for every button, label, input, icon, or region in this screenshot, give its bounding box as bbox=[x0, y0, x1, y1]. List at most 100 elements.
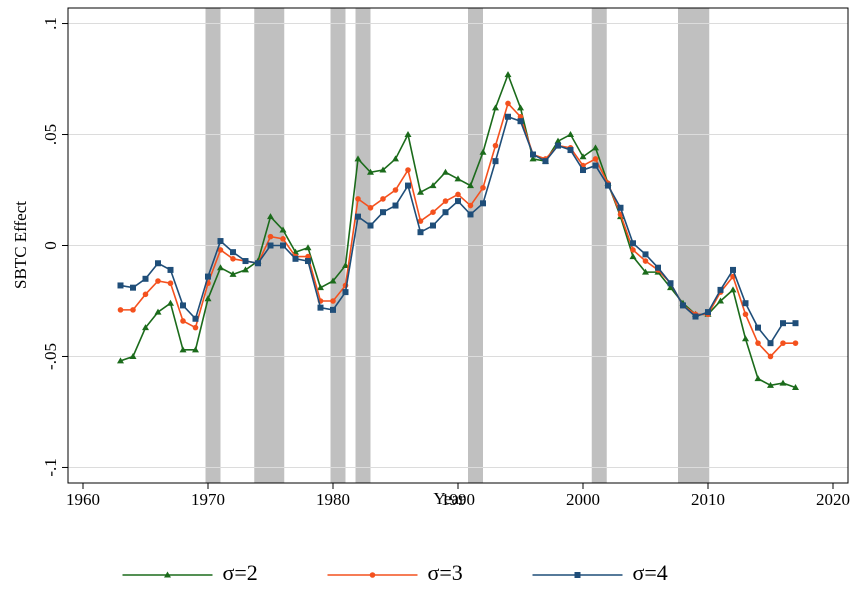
marker bbox=[229, 270, 237, 277]
marker bbox=[292, 255, 299, 262]
marker bbox=[167, 266, 174, 273]
marker bbox=[342, 289, 349, 296]
marker bbox=[642, 251, 649, 258]
marker bbox=[779, 379, 787, 386]
marker bbox=[405, 167, 411, 173]
marker bbox=[192, 324, 199, 331]
marker bbox=[792, 320, 799, 327]
marker bbox=[730, 266, 736, 273]
marker bbox=[304, 244, 312, 251]
marker bbox=[792, 384, 799, 391]
legend: σ=2 σ=3 σ=4 bbox=[122, 560, 668, 585]
x-tick-label: 2000 bbox=[566, 490, 600, 509]
marker bbox=[392, 155, 399, 162]
marker bbox=[130, 307, 136, 313]
y-tick-label: .05 bbox=[41, 124, 60, 145]
marker bbox=[592, 144, 599, 151]
marker bbox=[205, 273, 211, 280]
marker bbox=[467, 211, 474, 218]
marker bbox=[117, 357, 124, 364]
marker bbox=[379, 166, 387, 173]
marker bbox=[405, 182, 411, 189]
marker bbox=[255, 260, 261, 267]
marker bbox=[467, 202, 474, 209]
marker bbox=[267, 213, 274, 220]
marker bbox=[369, 572, 376, 578]
y-tick-label: -.1 bbox=[41, 458, 60, 476]
marker bbox=[630, 247, 636, 253]
marker bbox=[442, 198, 449, 204]
marker bbox=[755, 340, 761, 346]
x-tick-label: 1960 bbox=[66, 490, 100, 509]
x-tick-label: 2010 bbox=[691, 490, 725, 509]
marker bbox=[155, 278, 161, 284]
y-tick-label: 0 bbox=[41, 241, 60, 250]
marker bbox=[504, 71, 512, 78]
marker bbox=[192, 315, 199, 322]
marker bbox=[467, 182, 474, 189]
marker bbox=[605, 182, 611, 189]
marker bbox=[642, 258, 649, 264]
marker bbox=[280, 236, 286, 242]
legend-label: σ=4 bbox=[633, 560, 668, 585]
marker bbox=[729, 286, 737, 293]
marker bbox=[755, 324, 761, 331]
marker bbox=[380, 209, 386, 216]
legend-label: σ=2 bbox=[223, 560, 258, 585]
marker bbox=[667, 284, 674, 291]
marker bbox=[667, 280, 674, 287]
marker bbox=[142, 291, 149, 298]
marker bbox=[217, 238, 224, 245]
marker bbox=[330, 306, 336, 313]
marker bbox=[792, 340, 799, 346]
marker bbox=[754, 375, 762, 382]
marker bbox=[267, 242, 274, 249]
marker bbox=[454, 175, 462, 182]
marker bbox=[167, 299, 174, 306]
marker bbox=[555, 142, 561, 149]
marker bbox=[417, 218, 424, 224]
marker bbox=[342, 261, 349, 268]
marker bbox=[592, 156, 599, 162]
marker bbox=[180, 302, 186, 309]
x-tick-label: 1990 bbox=[441, 490, 475, 509]
marker bbox=[767, 340, 774, 347]
marker bbox=[204, 295, 212, 302]
marker bbox=[480, 200, 486, 207]
marker bbox=[367, 204, 374, 211]
marker bbox=[217, 264, 224, 271]
marker bbox=[567, 147, 574, 154]
marker bbox=[430, 209, 436, 216]
marker bbox=[592, 162, 599, 169]
marker bbox=[492, 158, 499, 165]
marker bbox=[617, 204, 624, 211]
marker bbox=[167, 280, 174, 287]
marker bbox=[642, 268, 649, 275]
marker bbox=[717, 297, 724, 304]
marker bbox=[392, 202, 399, 209]
x-tick-label: 1980 bbox=[316, 490, 350, 509]
marker bbox=[367, 168, 374, 175]
x-tick-label: 1970 bbox=[191, 490, 225, 509]
marker bbox=[217, 247, 224, 253]
marker bbox=[230, 256, 236, 262]
marker bbox=[305, 258, 311, 265]
marker bbox=[317, 304, 324, 311]
marker bbox=[455, 191, 461, 198]
marker bbox=[517, 118, 524, 125]
marker bbox=[317, 284, 324, 291]
marker bbox=[629, 253, 637, 260]
marker bbox=[305, 253, 311, 260]
marker bbox=[542, 158, 549, 165]
marker bbox=[130, 284, 136, 291]
marker bbox=[329, 277, 337, 284]
marker bbox=[430, 222, 436, 229]
marker bbox=[279, 226, 287, 233]
marker bbox=[330, 298, 336, 304]
marker bbox=[417, 229, 424, 236]
x-tick-label: 2020 bbox=[816, 490, 850, 509]
marker bbox=[117, 307, 124, 313]
marker bbox=[492, 104, 499, 111]
